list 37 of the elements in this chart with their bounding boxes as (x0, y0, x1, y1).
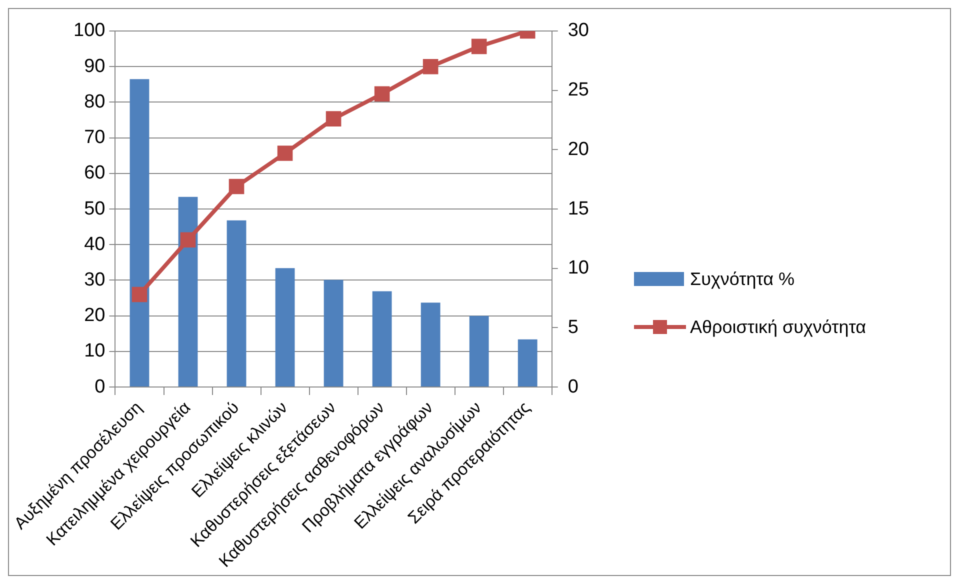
point (228, 178, 244, 194)
y2-tick-label: 20 (568, 138, 590, 160)
y2-tick-label: 25 (568, 80, 590, 101)
point (180, 232, 196, 248)
y-tick-label: 60 (84, 162, 106, 184)
point (277, 146, 293, 161)
bar (275, 268, 295, 387)
y-tick-label: 10 (84, 340, 106, 362)
bar (226, 220, 246, 387)
bar (372, 291, 392, 387)
y-tick-label: 30 (84, 269, 106, 290)
y2-tick-label: 5 (568, 316, 578, 338)
y-tick-label: 50 (84, 198, 106, 220)
y-tick-label: 90 (84, 56, 106, 77)
y2-tick-label: 10 (568, 258, 590, 279)
y2-tick-label: 15 (568, 198, 590, 220)
legend-label: Αθροιστική συχνότητα (690, 316, 866, 338)
point (471, 38, 487, 54)
y-tick-label: 70 (84, 127, 106, 148)
point (422, 58, 438, 74)
bar (420, 302, 440, 387)
bar (130, 79, 150, 387)
point (326, 111, 342, 126)
y2-tick-label: 30 (568, 20, 590, 42)
y-tick-label: 40 (84, 234, 106, 255)
bar (324, 280, 344, 387)
bar (178, 196, 198, 387)
bar (518, 339, 538, 387)
point (132, 286, 148, 302)
y-tick-label: 80 (84, 91, 106, 112)
y2-tick-label: 0 (568, 376, 578, 398)
legend-label: Συχνότητα % (690, 268, 795, 290)
y-tick-label: 100 (74, 20, 106, 42)
y-tick-label: 20 (84, 305, 106, 326)
y-tick-label: 0 (94, 376, 106, 398)
bar (469, 316, 489, 387)
point (374, 86, 390, 102)
